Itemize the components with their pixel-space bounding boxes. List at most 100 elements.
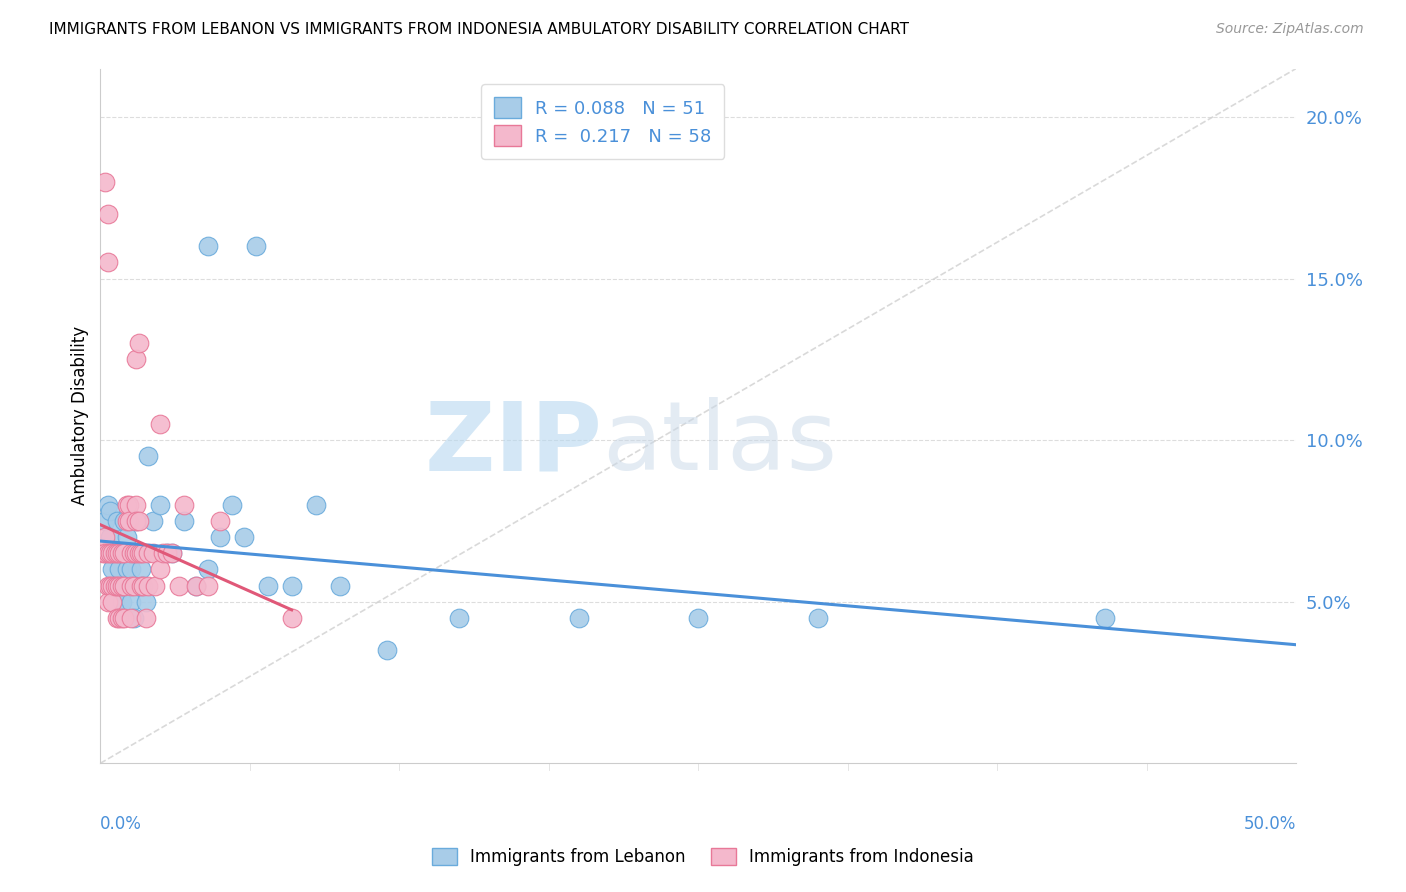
Point — [101, 595, 124, 609]
Point — [129, 546, 152, 560]
Point — [96, 498, 118, 512]
Point — [129, 578, 152, 592]
Text: ZIP: ZIP — [425, 397, 603, 491]
Point — [128, 578, 150, 592]
Text: 50.0%: 50.0% — [1244, 815, 1296, 833]
Point — [108, 578, 131, 592]
Point — [160, 546, 183, 560]
Point — [128, 546, 150, 560]
Point — [104, 595, 127, 609]
Point — [184, 578, 207, 592]
Point — [91, 546, 114, 560]
Point — [101, 562, 124, 576]
Point — [118, 546, 141, 560]
Point — [128, 336, 150, 351]
Point — [120, 578, 142, 592]
Point — [688, 611, 710, 625]
Y-axis label: Ambulatory Disability: Ambulatory Disability — [72, 326, 89, 506]
Point — [101, 578, 124, 592]
Point — [143, 578, 166, 592]
Point — [208, 514, 231, 528]
Point — [101, 546, 124, 560]
Point — [128, 546, 150, 560]
Point — [94, 546, 117, 560]
Point — [101, 546, 124, 560]
Point — [104, 546, 127, 560]
Point — [96, 255, 118, 269]
Point — [111, 578, 134, 592]
Point — [184, 578, 207, 592]
Point — [208, 530, 231, 544]
Point — [1094, 611, 1116, 625]
Point — [132, 578, 155, 592]
Point — [105, 546, 128, 560]
Point — [128, 514, 150, 528]
Point — [142, 514, 165, 528]
Point — [304, 498, 326, 512]
Point — [120, 562, 142, 576]
Point — [125, 514, 148, 528]
Point — [108, 611, 131, 625]
Point — [232, 530, 254, 544]
Point — [125, 352, 148, 367]
Point — [122, 546, 145, 560]
Point — [94, 530, 117, 544]
Point — [96, 578, 118, 592]
Point — [173, 498, 195, 512]
Point — [112, 546, 135, 560]
Point — [96, 595, 118, 609]
Point — [104, 578, 127, 592]
Point — [108, 546, 131, 560]
Point — [98, 504, 121, 518]
Point — [135, 611, 157, 625]
Point — [221, 498, 243, 512]
Point — [135, 595, 157, 609]
Point — [156, 546, 179, 560]
Point — [142, 546, 165, 560]
Point — [112, 546, 135, 560]
Point — [112, 578, 135, 592]
Point — [280, 578, 302, 592]
Point — [136, 578, 159, 592]
Point — [328, 578, 350, 592]
Text: 0.0%: 0.0% — [100, 815, 142, 833]
Point — [96, 546, 118, 560]
Point — [375, 643, 398, 657]
Legend: R = 0.088   N = 51, R =  0.217   N = 58: R = 0.088 N = 51, R = 0.217 N = 58 — [481, 85, 724, 159]
Point — [149, 562, 172, 576]
Point — [120, 546, 142, 560]
Point — [125, 546, 148, 560]
Point — [149, 417, 172, 431]
Point — [245, 239, 267, 253]
Point — [105, 514, 128, 528]
Point — [111, 578, 134, 592]
Point — [449, 611, 471, 625]
Point — [94, 514, 117, 528]
Text: atlas: atlas — [603, 397, 838, 491]
Point — [120, 595, 142, 609]
Point — [98, 530, 121, 544]
Point — [105, 546, 128, 560]
Point — [125, 498, 148, 512]
Point — [118, 498, 141, 512]
Point — [115, 514, 138, 528]
Point — [112, 514, 135, 528]
Point — [111, 595, 134, 609]
Point — [152, 546, 174, 560]
Point — [280, 611, 302, 625]
Point — [197, 239, 219, 253]
Legend: Immigrants from Lebanon, Immigrants from Indonesia: Immigrants from Lebanon, Immigrants from… — [423, 840, 983, 875]
Point — [160, 546, 183, 560]
Point — [125, 514, 148, 528]
Point — [115, 530, 138, 544]
Text: IMMIGRANTS FROM LEBANON VS IMMIGRANTS FROM INDONESIA AMBULATORY DISABILITY CORRE: IMMIGRANTS FROM LEBANON VS IMMIGRANTS FR… — [49, 22, 910, 37]
Text: Source: ZipAtlas.com: Source: ZipAtlas.com — [1216, 22, 1364, 37]
Point — [108, 562, 131, 576]
Point — [568, 611, 591, 625]
Point — [807, 611, 830, 625]
Point — [112, 578, 135, 592]
Point — [115, 562, 138, 576]
Point — [132, 546, 155, 560]
Point — [197, 578, 219, 592]
Point — [197, 562, 219, 576]
